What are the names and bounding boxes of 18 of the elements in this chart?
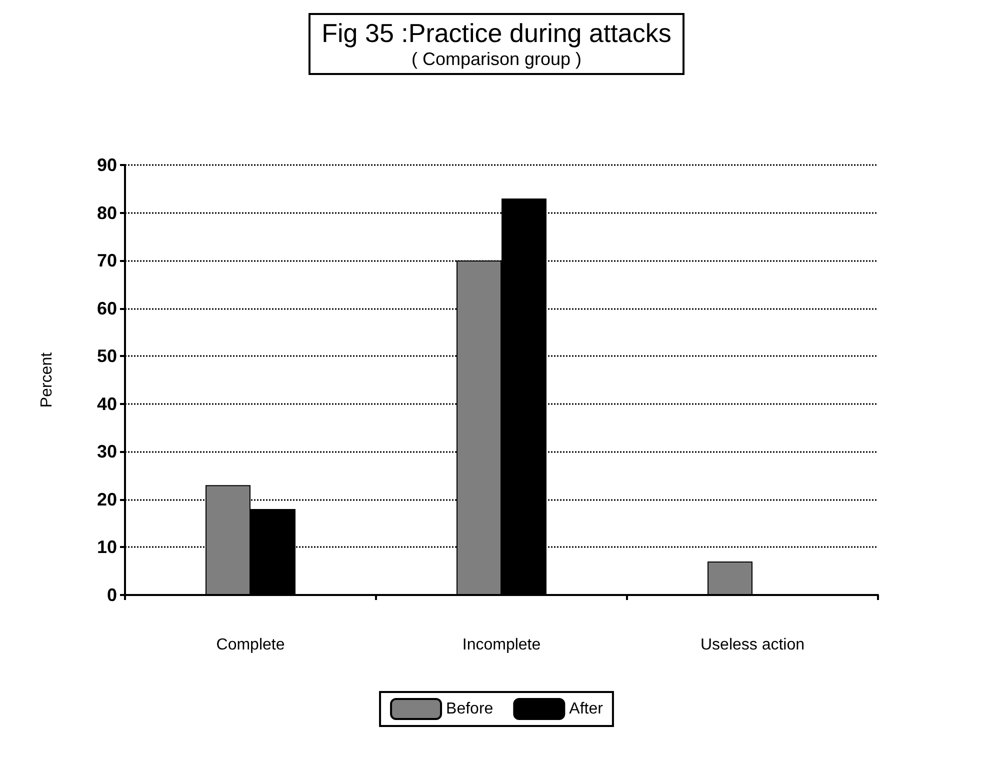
y-tick-label: 40 [96,394,117,414]
legend-label: Before [446,700,494,718]
y-tick-label: 20 [96,489,117,510]
y-tick-label: 10 [96,537,117,558]
x-tick-label: Useless action [700,636,805,654]
y-tick-label: 50 [96,346,117,366]
y-tick-label: 70 [96,250,117,271]
y-tick-label: 60 [96,298,117,318]
chart-subtitle: ( Comparison group ) [411,49,582,69]
y-tick-label: 80 [96,202,117,223]
y-tick-label: 0 [106,585,117,605]
chart-title: Fig 35 :Practice during attacks [322,18,672,48]
x-tick-label: Incomplete [462,636,541,654]
x-tick-label: Complete [216,636,285,654]
y-tick-label: 90 [96,155,117,175]
y-tick-label: 30 [96,442,117,462]
y-axis-title: Percent [38,352,56,408]
legend-label: After [569,700,604,718]
